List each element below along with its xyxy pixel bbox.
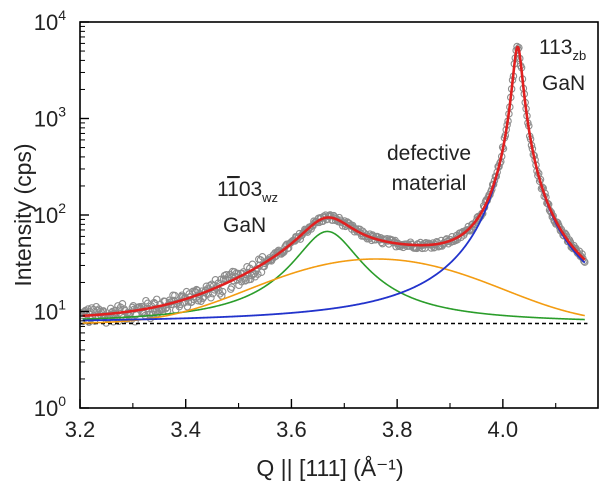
- y-tick-exp-0: 0: [58, 393, 66, 409]
- data-point: [241, 277, 250, 285]
- y-tick-label-2: 102: [34, 200, 66, 228]
- y-tick-base-4: 10: [34, 10, 58, 35]
- zb-component-curve: [82, 45, 586, 322]
- wz-label-bar: 1: [227, 178, 239, 201]
- y-tick-exp-3: 3: [58, 104, 66, 120]
- data-point: [468, 220, 476, 229]
- data-point: [254, 270, 262, 278]
- y-tick-base-0: 10: [34, 396, 58, 421]
- data-point: [153, 295, 161, 304]
- wz-component-curve: [82, 230, 585, 321]
- y-tick-exp-2: 2: [58, 200, 66, 216]
- data-point: [242, 276, 250, 284]
- y-tick-base-2: 10: [34, 203, 58, 228]
- data-point: [131, 317, 139, 326]
- wz-peak-annotation: 1103wz GaN: [217, 176, 278, 237]
- data-point: [258, 253, 267, 261]
- data-point: [183, 302, 192, 311]
- y-tick-base-3: 10: [34, 107, 58, 132]
- plot-frame: [79, 21, 599, 409]
- y-tick-label-0: 100: [34, 393, 66, 421]
- defect-label-line1: defective: [387, 142, 471, 165]
- y-tick-label-3: 103: [34, 104, 66, 132]
- data-point: [218, 287, 227, 296]
- data-point: [248, 260, 257, 269]
- x-tick-label-2: 3.6: [276, 417, 307, 442]
- data-point: [145, 310, 154, 319]
- data-point: [462, 226, 471, 235]
- defect-annotation: defective material: [387, 142, 471, 195]
- x-tick-label-0: 3.2: [65, 417, 96, 442]
- wz-label-main: 1: [217, 178, 228, 201]
- wz-label-rest: 03: [239, 178, 262, 201]
- y-axis-title: Intensity (cps): [10, 143, 36, 286]
- zb-peak-annotation: 113zb GaN: [539, 36, 586, 95]
- x-axis-ticks: 3.2 3.4 3.6 3.8 4.0: [65, 399, 557, 442]
- defect-label-line2: material: [392, 172, 467, 195]
- data-point: [192, 285, 201, 294]
- wz-material-label: GaN: [223, 214, 266, 237]
- y-tick-label-4: 104: [34, 7, 66, 35]
- y-tick-base-1: 10: [34, 300, 58, 325]
- total-fit-curve: [82, 45, 586, 318]
- wz-label-sub: wz: [261, 190, 278, 205]
- x-axis-title: Q || [111] (Å⁻¹): [256, 454, 403, 481]
- x-tick-label-1: 3.4: [170, 417, 201, 442]
- y-tick-label-1: 101: [34, 297, 66, 325]
- x-tick-label-3: 3.8: [382, 417, 413, 442]
- data-point: [206, 281, 214, 290]
- zb-label-sub: zb: [572, 48, 586, 63]
- data-point: [84, 305, 92, 313]
- y-tick-exp-4: 4: [58, 7, 66, 23]
- svg-text:1103wz: 1103wz: [217, 178, 278, 205]
- y-tick-exp-1: 1: [58, 297, 66, 313]
- svg-text:113zb: 113zb: [539, 36, 586, 63]
- data-point: [227, 283, 236, 291]
- zb-material-label: GaN: [542, 72, 585, 95]
- data-point: [275, 248, 284, 256]
- data-point: [208, 289, 217, 298]
- zb-label-main: 113: [539, 36, 572, 59]
- data-point: [207, 293, 215, 302]
- defect-component-curve: [82, 258, 585, 324]
- x-tick-label-4: 4.0: [488, 417, 519, 442]
